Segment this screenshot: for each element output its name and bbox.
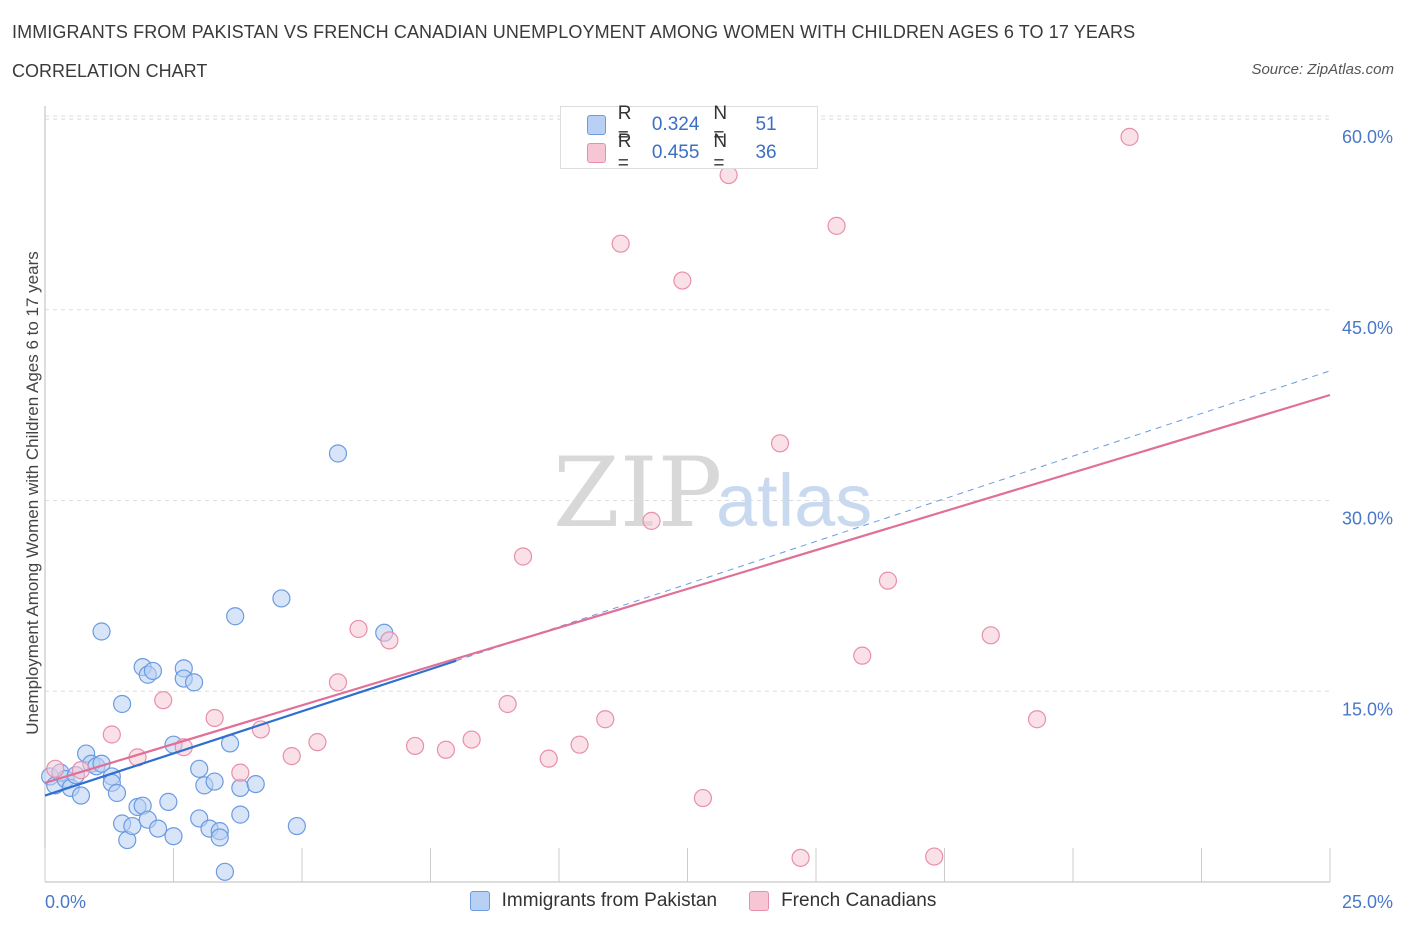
pakistan-point-42 xyxy=(231,778,250,798)
french-canadian-point-34 xyxy=(1027,710,1047,729)
legend-r-value: 0.455 xyxy=(651,142,700,163)
pakistan-point-44 xyxy=(246,774,265,794)
y-axis-label: Unemployment Among Women with Children A… xyxy=(23,251,42,735)
french-canadian-point-32 xyxy=(925,847,944,866)
legend-n-label: N = xyxy=(713,103,728,146)
legend-n-label: N = xyxy=(713,131,728,174)
pakistan-point-43 xyxy=(231,805,250,824)
french-canadian-point-22 xyxy=(611,234,630,253)
pakistan-point-15 xyxy=(112,694,132,714)
pakistan-point-26 xyxy=(159,792,178,811)
pakistan-point-18 xyxy=(123,816,142,836)
pakistan-point-46 xyxy=(287,816,306,836)
french-canadian-point-13 xyxy=(380,631,399,650)
trend-lines xyxy=(44,370,1331,797)
french-canadian-point-15 xyxy=(436,740,456,759)
legend-r-label: R = xyxy=(617,131,632,174)
french-canadian-point-19 xyxy=(539,749,558,768)
legend-item-french-canadians[interactable]: French Canadians xyxy=(749,890,936,912)
legend-label-pakistan: Immigrants from Pakistan xyxy=(501,890,718,911)
french-canadian-point-21 xyxy=(596,710,615,729)
french-canadian-point-7 xyxy=(231,763,250,782)
legend-swatch-blue xyxy=(587,115,606,135)
pakistan-point-28 xyxy=(164,827,183,846)
pakistan-point-39 xyxy=(215,862,234,881)
legend-row-pakistan: R = 0.324 N = 51 xyxy=(587,103,817,146)
french-canadian-point-24 xyxy=(673,271,692,290)
french-canadian-point-20 xyxy=(570,735,589,754)
series-legend: Immigrants from Pakistan French Canadian… xyxy=(0,890,1406,912)
french-canadian-point-6 xyxy=(205,708,224,728)
trend-line-pakistan xyxy=(44,659,457,797)
french-canadian-point-33 xyxy=(981,626,1000,645)
french-canadian-point-4 xyxy=(154,691,173,710)
pakistan-point-25 xyxy=(148,819,168,838)
pakistan-point-38 xyxy=(210,828,229,847)
y-tick-labels: 15.0% 30.0% 45.0% 60.0% xyxy=(1342,127,1393,719)
pakistan-point-36 xyxy=(205,772,224,791)
trend-line-french-canadians xyxy=(44,393,1331,784)
legend-r-label: R = xyxy=(617,103,632,146)
french-canadian-point-16 xyxy=(462,730,481,749)
french-canadian-point-29 xyxy=(827,216,846,235)
legend-n-value: 36 xyxy=(755,142,777,163)
grid-lines xyxy=(45,115,1330,692)
french-canadian-point-25 xyxy=(693,788,713,808)
y-tick-label-1: 30.0% xyxy=(1342,509,1393,529)
french-canadian-point-11 xyxy=(328,673,348,692)
french-canadian-point-23 xyxy=(642,511,661,530)
y-tick-label-2: 45.0% xyxy=(1342,318,1393,338)
legend-item-pakistan[interactable]: Immigrants from Pakistan xyxy=(469,890,718,912)
legend-swatch-pink xyxy=(587,143,606,163)
legend-row-french-canadians: R = 0.455 N = 36 xyxy=(587,131,817,174)
chart-subtitle: CORRELATION CHART xyxy=(12,61,208,81)
x-tick-label-min: 0.0% xyxy=(45,892,86,912)
french-canadian-point-35 xyxy=(1120,127,1139,146)
french-canadian-point-31 xyxy=(878,571,898,590)
legend-r-value: 0.324 xyxy=(651,114,700,135)
pakistan-point-14 xyxy=(107,783,127,803)
watermark-zip: ZIP xyxy=(553,437,722,549)
pakistan-point-6 xyxy=(71,786,91,805)
pakistan-point-11 xyxy=(92,622,111,641)
legend-swatch-blue xyxy=(469,891,490,911)
series-pakistan-points xyxy=(41,444,394,881)
french-canadian-point-28 xyxy=(791,848,810,867)
pakistan-point-41 xyxy=(226,607,245,626)
y-tick-label-3: 60.0% xyxy=(1342,127,1393,147)
french-canadian-point-17 xyxy=(498,694,517,714)
pakistan-point-47 xyxy=(328,444,348,463)
french-canadian-point-12 xyxy=(349,619,368,639)
legend-n-value: 51 xyxy=(755,114,777,135)
stats-legend: R = 0.324 N = 51 R = 0.455 N = 36 xyxy=(560,103,818,174)
french-canadian-point-14 xyxy=(405,736,425,756)
legend-label-french-canadians: French Canadians xyxy=(781,890,937,911)
pakistan-point-32 xyxy=(190,759,209,778)
french-canadian-point-18 xyxy=(513,547,533,566)
pakistan-point-45 xyxy=(272,589,291,608)
source-credit: Source: ZipAtlas.com xyxy=(1251,61,1394,78)
french-canadian-point-9 xyxy=(282,747,301,766)
x-tick-labels: 0.0% 25.0% xyxy=(45,892,1393,912)
pakistan-point-31 xyxy=(184,673,204,692)
french-canadian-point-2 xyxy=(102,725,121,744)
french-canadian-point-0 xyxy=(46,759,65,778)
axes xyxy=(44,106,1331,883)
legend-swatch-pink xyxy=(749,891,770,911)
y-tick-label-0: 15.0% xyxy=(1342,699,1393,719)
french-canadian-point-10 xyxy=(308,733,327,752)
pakistan-point-24 xyxy=(143,661,163,681)
chart-title: IMMIGRANTS FROM PAKISTAN VS FRENCH CANAD… xyxy=(12,22,1136,42)
french-canadian-point-27 xyxy=(770,434,790,453)
watermark-atlas: atlas xyxy=(716,459,872,542)
french-canadian-point-30 xyxy=(853,646,872,665)
x-tick-label-max: 25.0% xyxy=(1342,892,1393,912)
